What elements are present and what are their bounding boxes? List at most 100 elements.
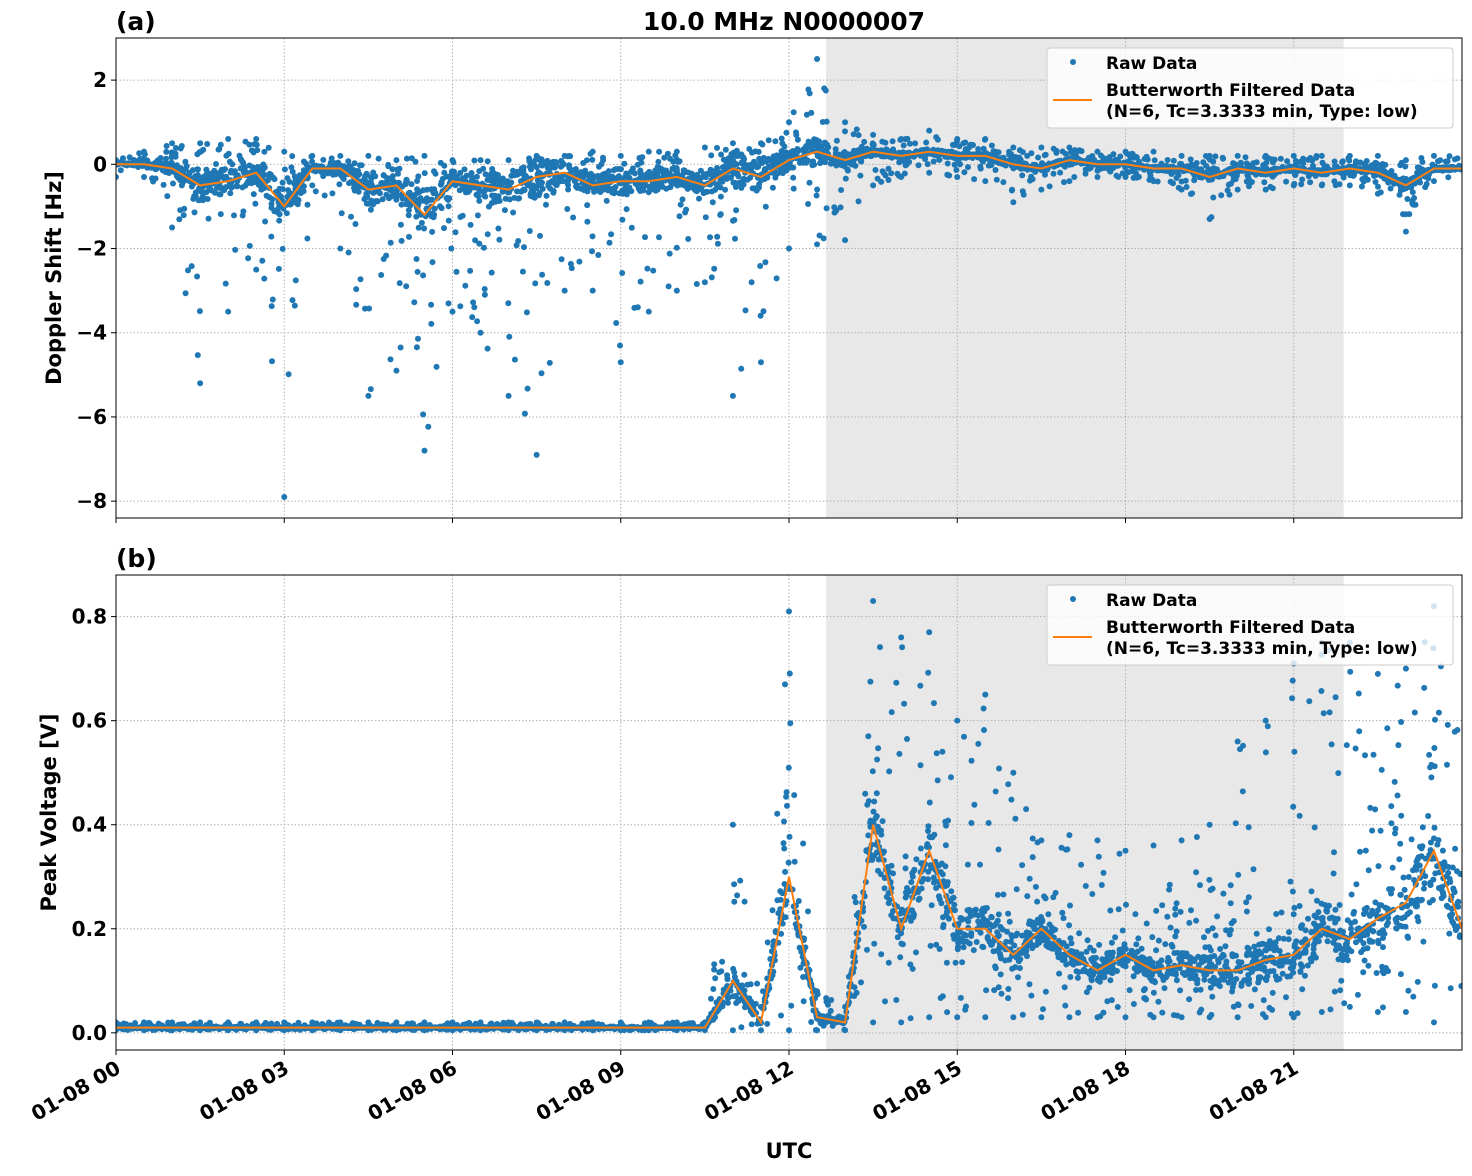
raw-point bbox=[758, 359, 764, 365]
raw-point bbox=[514, 242, 520, 248]
raw-point bbox=[276, 218, 282, 224]
raw-point bbox=[986, 163, 992, 169]
raw-point bbox=[639, 154, 645, 160]
raw-point bbox=[368, 207, 374, 213]
raw-point bbox=[1353, 158, 1359, 164]
raw-point bbox=[393, 368, 399, 374]
raw-point bbox=[1107, 169, 1113, 175]
raw-point bbox=[524, 309, 530, 315]
raw-point bbox=[609, 190, 615, 196]
raw-point bbox=[507, 196, 513, 202]
raw-point bbox=[680, 196, 686, 202]
raw-point bbox=[227, 159, 233, 165]
raw-point bbox=[520, 168, 526, 174]
raw-point bbox=[388, 356, 394, 362]
raw-point bbox=[198, 148, 204, 154]
raw-point bbox=[340, 174, 346, 180]
raw-point bbox=[733, 207, 739, 213]
raw-point bbox=[470, 299, 476, 305]
raw-point bbox=[898, 136, 904, 142]
raw-point bbox=[485, 158, 491, 164]
raw-point bbox=[206, 216, 212, 222]
raw-point bbox=[589, 157, 595, 163]
raw-point bbox=[1194, 160, 1200, 166]
raw-point bbox=[441, 225, 447, 231]
raw-point bbox=[982, 136, 988, 142]
raw-point bbox=[185, 267, 191, 273]
raw-point bbox=[710, 199, 716, 205]
raw-point bbox=[208, 187, 214, 193]
raw-point bbox=[195, 352, 201, 358]
raw-point bbox=[480, 166, 486, 172]
raw-point bbox=[637, 187, 643, 193]
raw-point bbox=[198, 189, 204, 195]
raw-point bbox=[478, 157, 484, 163]
raw-point bbox=[856, 198, 862, 204]
raw-point bbox=[280, 246, 286, 252]
raw-point bbox=[370, 172, 376, 178]
raw-point bbox=[531, 190, 537, 196]
raw-point bbox=[916, 162, 922, 168]
raw-point bbox=[467, 268, 473, 274]
raw-point bbox=[870, 182, 876, 188]
panel-a: −8−6−4−202(a)Doppler Shift [Hz]Raw DataB… bbox=[42, 7, 1465, 523]
raw-point bbox=[539, 272, 545, 278]
raw-point bbox=[478, 1019, 484, 1025]
raw-point bbox=[857, 173, 863, 179]
raw-point bbox=[390, 173, 396, 179]
raw-point bbox=[718, 211, 724, 217]
raw-point bbox=[570, 215, 576, 221]
raw-point bbox=[1362, 174, 1368, 180]
raw-point bbox=[1347, 182, 1353, 188]
raw-point bbox=[420, 411, 426, 417]
raw-point bbox=[1331, 178, 1337, 184]
raw-point bbox=[1021, 192, 1027, 198]
raw-point bbox=[624, 206, 630, 212]
raw-point bbox=[141, 174, 147, 180]
raw-point bbox=[881, 170, 887, 176]
raw-point bbox=[403, 283, 409, 289]
raw-point bbox=[510, 210, 516, 216]
raw-point bbox=[1406, 211, 1412, 217]
raw-point bbox=[1123, 149, 1129, 155]
raw-point bbox=[432, 190, 438, 196]
raw-point bbox=[547, 360, 553, 366]
raw-point bbox=[1347, 153, 1353, 159]
raw-point bbox=[849, 162, 855, 168]
raw-point bbox=[280, 180, 286, 186]
raw-point bbox=[569, 265, 575, 271]
raw-point bbox=[383, 180, 389, 186]
raw-point bbox=[954, 174, 960, 180]
raw-point bbox=[590, 288, 596, 294]
raw-point bbox=[903, 162, 909, 168]
raw-point bbox=[1445, 158, 1451, 164]
raw-point bbox=[353, 221, 359, 227]
raw-point bbox=[203, 176, 209, 182]
raw-point bbox=[1203, 163, 1209, 169]
raw-point bbox=[1437, 157, 1443, 163]
raw-point bbox=[362, 175, 368, 181]
panel-label: (a) bbox=[116, 7, 156, 36]
raw-point bbox=[141, 1019, 147, 1025]
raw-point bbox=[758, 140, 764, 146]
raw-point bbox=[1245, 173, 1251, 179]
raw-point bbox=[394, 167, 400, 173]
raw-point bbox=[284, 210, 290, 216]
raw-point bbox=[534, 1019, 540, 1025]
raw-point bbox=[1270, 185, 1276, 191]
raw-point bbox=[746, 165, 752, 171]
raw-point bbox=[613, 320, 619, 326]
raw-point bbox=[268, 234, 274, 240]
raw-point bbox=[1403, 229, 1409, 235]
raw-point bbox=[898, 174, 904, 180]
raw-point bbox=[579, 170, 585, 176]
raw-point bbox=[674, 288, 680, 294]
raw-point bbox=[584, 157, 590, 163]
raw-point bbox=[1298, 181, 1304, 187]
raw-point bbox=[584, 219, 590, 225]
raw-point bbox=[1066, 144, 1072, 150]
raw-point bbox=[534, 452, 540, 458]
raw-point bbox=[674, 168, 680, 174]
raw-point bbox=[183, 290, 189, 296]
